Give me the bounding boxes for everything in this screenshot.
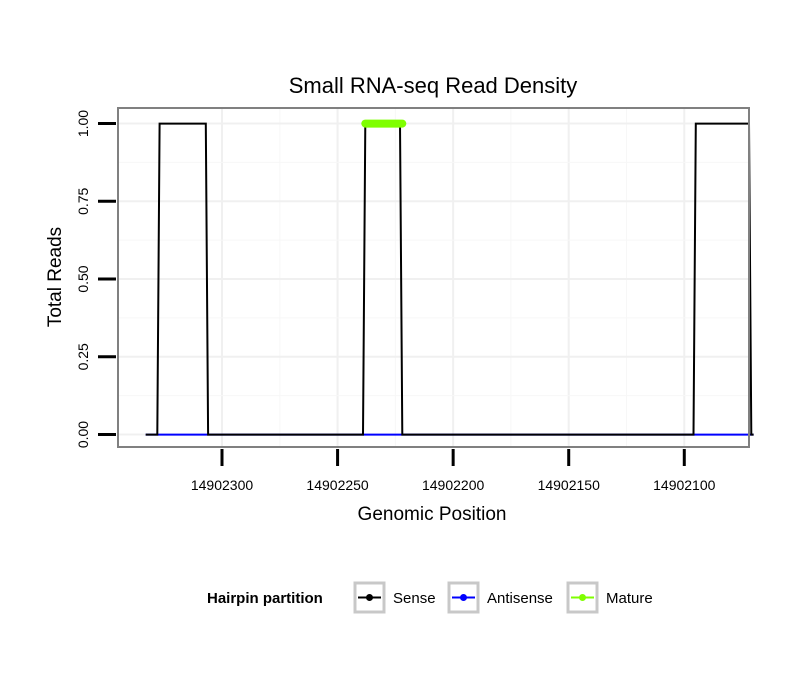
legend-item-mature: Mature bbox=[566, 581, 653, 614]
legend-label: Sense bbox=[393, 590, 436, 607]
plot-panel bbox=[118, 108, 749, 447]
plot-border bbox=[117, 107, 750, 448]
y-tick-label: 1.00 bbox=[75, 110, 91, 137]
x-tick-label: 14902100 bbox=[653, 477, 716, 493]
legend: Hairpin partition Sense Antisense Mature bbox=[207, 581, 653, 614]
legend-title: Hairpin partition bbox=[207, 590, 323, 607]
y-tick-label: 0.75 bbox=[75, 187, 91, 214]
legend-item-antisense: Antisense bbox=[447, 581, 553, 614]
y-tick-label: 0.00 bbox=[75, 421, 91, 448]
x-tick-label: 14902150 bbox=[538, 477, 601, 493]
x-tick-label: 14902200 bbox=[422, 477, 485, 493]
legend-key-point bbox=[579, 594, 586, 601]
legend-label: Mature bbox=[606, 590, 653, 607]
legend-key-point bbox=[460, 594, 467, 601]
x-axis-title: Genomic Position bbox=[358, 504, 507, 525]
y-axis: 0.00 0.25 0.50 0.75 1.00 bbox=[75, 110, 116, 448]
series-layer bbox=[145, 119, 754, 436]
x-tick-label: 14902300 bbox=[191, 477, 254, 493]
y-axis-title: Total Reads bbox=[45, 227, 66, 327]
x-axis: 14902300 14902250 14902200 14902150 14902100 bbox=[191, 449, 716, 493]
legend-label: Antisense bbox=[487, 590, 553, 607]
x-tick-label: 14902250 bbox=[306, 477, 369, 493]
y-tick-label: 0.50 bbox=[75, 265, 91, 292]
y-tick-label: 0.25 bbox=[75, 343, 91, 370]
chart-title: Small RNA-seq Read Density bbox=[289, 73, 578, 98]
legend-item-sense: Sense bbox=[353, 581, 436, 614]
legend-key-point bbox=[366, 594, 373, 601]
